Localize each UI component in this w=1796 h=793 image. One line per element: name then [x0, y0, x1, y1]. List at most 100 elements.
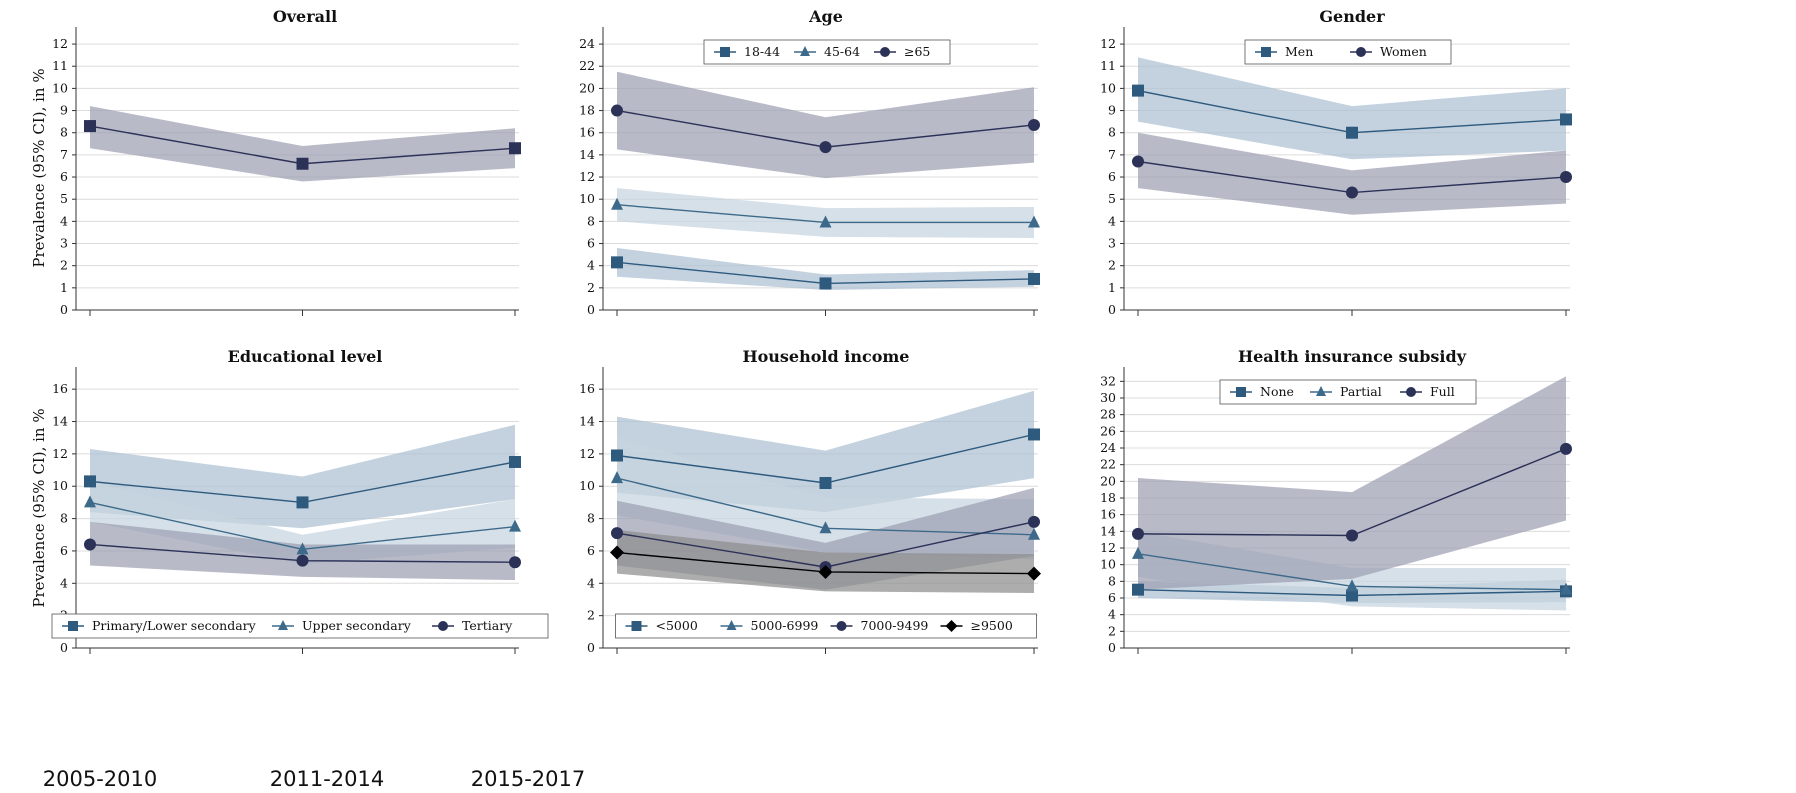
- ci-band-Men: [1138, 57, 1566, 160]
- panel-title: Overall: [273, 7, 337, 26]
- data-point: [296, 496, 309, 509]
- legend-box: [51, 613, 549, 639]
- y-tick-label: 26: [1100, 423, 1116, 438]
- y-tick-label: 2: [60, 258, 68, 273]
- data-point: [819, 215, 832, 228]
- legend-label: Upper secondary: [302, 618, 412, 633]
- legend-label: <5000: [656, 618, 698, 633]
- y-tick-label: 5: [1108, 191, 1116, 206]
- legend: <5000 5000-6999 7000-9499 ≥9500: [615, 613, 1037, 639]
- y-tick-label: 10: [52, 80, 68, 95]
- y-tick-label: 6: [587, 543, 595, 558]
- data-point: [509, 142, 521, 155]
- period-label-1: 2005-2010: [43, 767, 157, 791]
- legend: 18-44 45-64 ≥65: [703, 39, 951, 65]
- data-point: [1560, 582, 1572, 595]
- y-tick-label: 9: [60, 103, 68, 118]
- legend-label: ≥9500: [971, 618, 1013, 633]
- data-point: [611, 471, 623, 484]
- y-tick-label: 12: [1100, 540, 1116, 555]
- legend-label: Men: [1285, 44, 1313, 59]
- legend-marker: [726, 620, 737, 630]
- data-point: [1132, 84, 1144, 97]
- legend-marker: [1316, 386, 1326, 396]
- data-point: [611, 449, 623, 462]
- panel-title: Educational level: [228, 347, 383, 366]
- y-tick-label: 7: [60, 147, 68, 162]
- y-axis-label-bottom: Prevalence (95% CI), in %: [30, 408, 48, 607]
- data-point: [1028, 118, 1040, 131]
- y-axis-label-top: Prevalence (95% CI), in %: [30, 68, 48, 267]
- legend-label: Full: [1430, 384, 1455, 399]
- y-tick-label: 16: [1100, 507, 1116, 522]
- data-point: [1346, 529, 1358, 542]
- ci-band-overall: [90, 106, 515, 182]
- ci-band-≥65: [617, 71, 1034, 179]
- y-tick-label: 6: [60, 543, 68, 558]
- y-tick-label: 10: [52, 478, 68, 493]
- data-point: [611, 256, 623, 269]
- data-point: [611, 527, 623, 540]
- y-tick-label: 8: [60, 511, 68, 526]
- data-point: [509, 519, 521, 532]
- y-tick-label: 2: [587, 608, 595, 623]
- y-tick-label: 22: [579, 58, 595, 73]
- legend-label: 45-64: [824, 44, 860, 59]
- y-tick-label: 10: [579, 191, 595, 206]
- legend-box: [615, 613, 1037, 639]
- y-tick-label: 6: [60, 169, 68, 184]
- y-tick-label: 6: [1108, 169, 1116, 184]
- y-tick-label: 10: [1100, 80, 1116, 95]
- legend-marker: [800, 46, 810, 56]
- data-point: [509, 455, 521, 468]
- legend-marker: [1261, 47, 1271, 57]
- y-tick-label: 12: [52, 36, 68, 51]
- y-tick-label: 1: [1108, 280, 1116, 295]
- legend-marker: [945, 620, 958, 632]
- y-tick-label: 12: [1100, 36, 1116, 51]
- ci-band-Primary/Lower secondary: [90, 424, 515, 529]
- legend-marker: [720, 47, 730, 57]
- data-point: [296, 542, 309, 555]
- data-point: [1132, 527, 1144, 540]
- ci-band-Full: [1138, 376, 1566, 590]
- legend-marker: [631, 621, 642, 631]
- data-point: [819, 521, 832, 534]
- panel-title: Gender: [1319, 7, 1385, 26]
- chart-panel-5: Household income 0 2 4 6 8 10 12 14 16 <5000 5000-6…: [579, 347, 1041, 655]
- y-tick-label: 16: [579, 381, 595, 396]
- y-tick-label: 8: [587, 511, 595, 526]
- data-point: [819, 477, 832, 489]
- y-tick-label: 0: [587, 640, 595, 655]
- data-point: [296, 554, 309, 567]
- legend-label: Partial: [1340, 384, 1382, 399]
- y-tick-label: 8: [60, 125, 68, 140]
- data-point: [1132, 546, 1144, 559]
- y-tick-label: 5: [60, 191, 68, 206]
- panel-title: Age: [808, 7, 843, 26]
- data-point: [819, 141, 832, 154]
- legend-box: [1219, 379, 1477, 405]
- data-point: [1027, 566, 1041, 581]
- legend-label: Women: [1380, 44, 1427, 59]
- data-point: [1346, 579, 1358, 592]
- y-tick-label: 8: [1108, 125, 1116, 140]
- chart-panel-4: Educational level0246810121416Primary/Lo…: [51, 347, 549, 655]
- legend-marker: [278, 620, 288, 630]
- y-tick-label: 0: [60, 302, 68, 317]
- y-tick-label: 8: [587, 213, 595, 228]
- y-tick-label: 12: [52, 446, 68, 461]
- legend: None Partial Full: [1219, 379, 1477, 405]
- y-tick-label: 0: [1108, 302, 1116, 317]
- y-tick-label: 4: [1108, 213, 1116, 228]
- y-tick-label: 10: [579, 478, 595, 493]
- data-point: [1132, 583, 1144, 596]
- panel-title: Household income: [743, 347, 910, 366]
- y-tick-label: 14: [579, 414, 595, 429]
- y-tick-label: 4: [60, 575, 68, 590]
- legend-label: Primary/Lower secondary: [92, 618, 257, 633]
